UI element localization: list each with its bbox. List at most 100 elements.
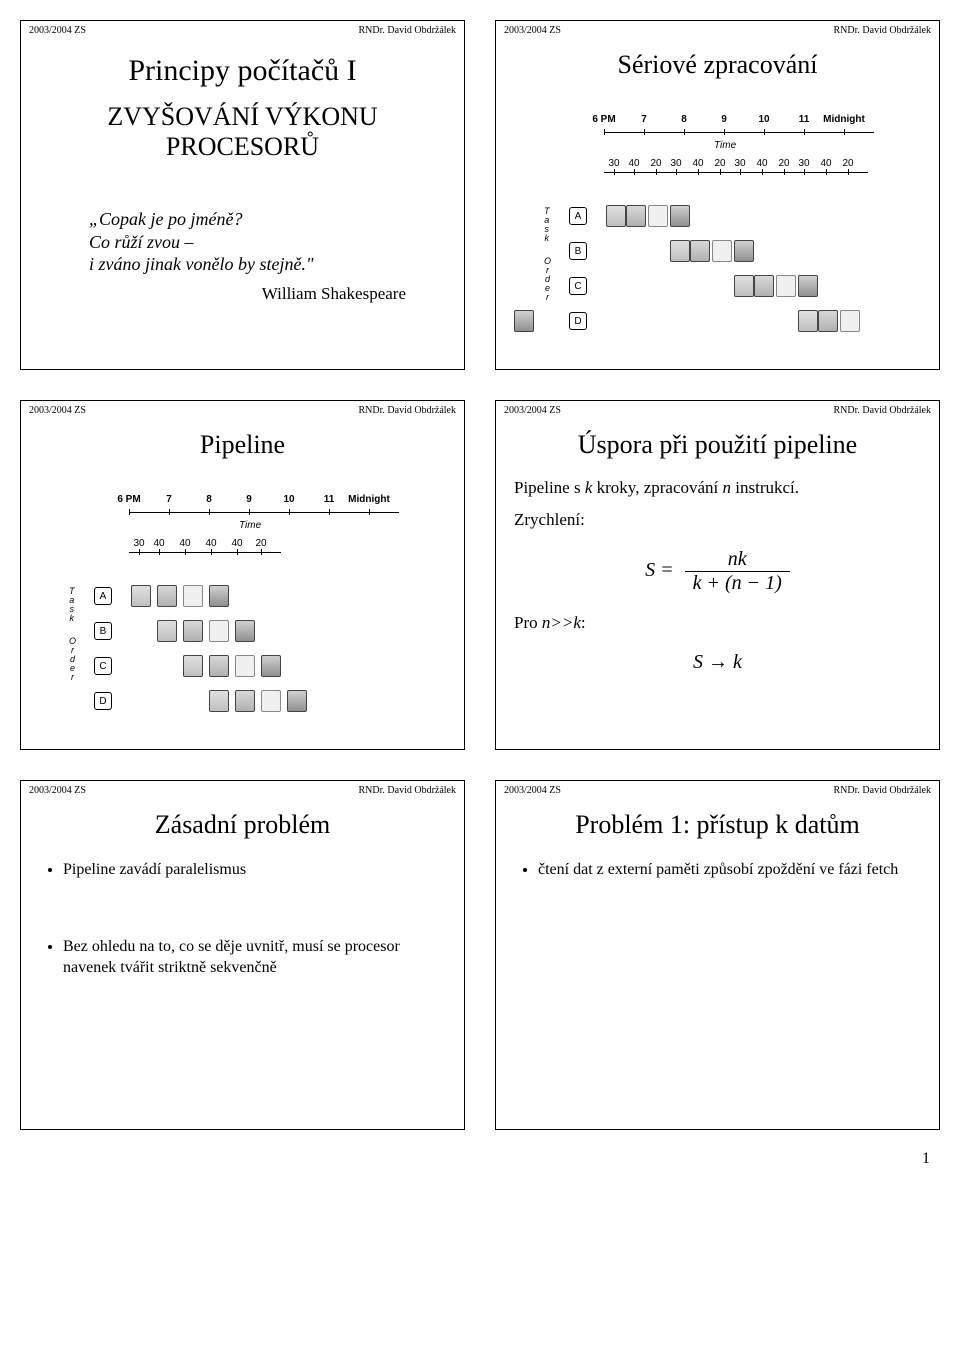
stage-box (235, 690, 255, 712)
slide4-line3: Pro n>>k: (514, 613, 921, 633)
slide-author: RNDr. David Obdržálek (834, 785, 931, 796)
task-badge: A (94, 587, 112, 605)
duration-tick (614, 169, 615, 175)
time-tick (684, 129, 685, 135)
time-axis-label: Time (714, 140, 736, 151)
duration-label: 20 (650, 158, 661, 169)
duration-tick (698, 169, 699, 175)
slide4-line1: Pipeline s k kroky, zpracování n instruk… (514, 478, 921, 498)
stage-box (712, 240, 732, 262)
time-tick (169, 509, 170, 515)
duration-label: 30 (670, 158, 681, 169)
time-tick (764, 129, 765, 135)
stage-box (670, 240, 690, 262)
time-tick-label: Midnight (823, 114, 865, 125)
stage-box (648, 205, 668, 227)
task-badge: C (569, 277, 587, 295)
time-tick-label: 7 (166, 494, 172, 505)
slide-semester: 2003/2004 ZS (504, 25, 561, 36)
stage-box (209, 585, 229, 607)
slide2-title: Sériové zpracování (514, 50, 921, 80)
time-tick-label: 8 (206, 494, 212, 505)
duration-label: 40 (153, 538, 164, 549)
duration-axis (604, 172, 868, 173)
stage-box (776, 275, 796, 297)
task-badge: A (569, 207, 587, 225)
stage-box (514, 310, 534, 332)
duration-label: 40 (820, 158, 831, 169)
duration-axis (129, 552, 281, 553)
slide-author: RNDr. David Obdržálek (359, 785, 456, 796)
stage-box (626, 205, 646, 227)
time-tick (129, 509, 130, 515)
task-side-label: Task (544, 207, 550, 243)
duration-label: 20 (778, 158, 789, 169)
time-axis-label: Time (239, 520, 261, 531)
slide-4: 2003/2004 ZS RNDr. David Obdržálek Úspor… (495, 400, 940, 750)
time-tick (209, 509, 210, 515)
order-side-label: Order (544, 257, 551, 302)
quote-line: „Copak je po jméně? (89, 208, 446, 231)
task-badge: B (94, 622, 112, 640)
duration-tick (784, 169, 785, 175)
slide1-quote-block: „Copak je po jméně? Co růží zvou – i zvá… (89, 208, 446, 304)
task-badge: C (94, 657, 112, 675)
time-tick-label: 9 (721, 114, 727, 125)
slide-semester: 2003/2004 ZS (29, 785, 86, 796)
stage-box (798, 310, 818, 332)
slide4-title: Úspora při použití pipeline (514, 430, 921, 460)
duration-label: 40 (692, 158, 703, 169)
bullet: čtení dat z externí paměti způsobí zpožd… (538, 860, 921, 881)
stage-box (183, 620, 203, 642)
slide-2: 2003/2004 ZS RNDr. David Obdržálek Sério… (495, 20, 940, 370)
duration-label: 40 (179, 538, 190, 549)
duration-label: 30 (608, 158, 619, 169)
slide1-subtitle1: ZVYŠOVÁNÍ VÝKONU (39, 102, 446, 132)
stage-box (183, 655, 203, 677)
stage-box (287, 690, 307, 712)
duration-tick (740, 169, 741, 175)
stage-box (183, 585, 203, 607)
stage-box (754, 275, 774, 297)
stage-box (606, 205, 626, 227)
time-tick-label: 11 (324, 494, 335, 505)
slide-author: RNDr. David Obdržálek (359, 405, 456, 416)
slide-semester: 2003/2004 ZS (504, 405, 561, 416)
stage-box (131, 585, 151, 607)
duration-tick (804, 169, 805, 175)
duration-tick (826, 169, 827, 175)
pipeline-diagram: Time6 PM7891011Midnight304040404020TaskO… (39, 472, 446, 731)
time-tick-label: Midnight (348, 494, 390, 505)
stage-box (235, 655, 255, 677)
quote-author: William Shakespeare (89, 284, 406, 304)
slide-author: RNDr. David Obdržálek (834, 405, 931, 416)
slide-1: 2003/2004 ZS RNDr. David Obdržálek Princ… (20, 20, 465, 370)
task-side-label: Task (69, 587, 75, 623)
duration-tick (848, 169, 849, 175)
duration-label: 40 (628, 158, 639, 169)
time-tick-label: 11 (799, 114, 810, 125)
slide-3: 2003/2004 ZS RNDr. David Obdržálek Pipel… (20, 400, 465, 750)
slide-semester: 2003/2004 ZS (504, 785, 561, 796)
slide-5: 2003/2004 ZS RNDr. David Obdržálek Zásad… (20, 780, 465, 1130)
duration-tick (762, 169, 763, 175)
duration-tick (185, 549, 186, 555)
stage-box (818, 310, 838, 332)
slide4-formula2: S → k (514, 651, 921, 674)
time-tick-label: 9 (246, 494, 252, 505)
time-tick (844, 129, 845, 135)
slide-semester: 2003/2004 ZS (29, 25, 86, 36)
duration-label: 20 (714, 158, 725, 169)
slide4-line2: Zrychlení: (514, 510, 921, 530)
slide-author: RNDr. David Obdržálek (359, 25, 456, 36)
duration-label: 20 (842, 158, 853, 169)
time-tick (804, 129, 805, 135)
duration-tick (634, 169, 635, 175)
duration-label: 30 (798, 158, 809, 169)
task-badge: B (569, 242, 587, 260)
duration-tick (211, 549, 212, 555)
quote-line: i zváno jinak vonělo by stejně." (89, 253, 446, 276)
bullet: Pipeline zavádí paralelismus (63, 860, 446, 881)
stage-box (209, 655, 229, 677)
slide-semester: 2003/2004 ZS (29, 405, 86, 416)
